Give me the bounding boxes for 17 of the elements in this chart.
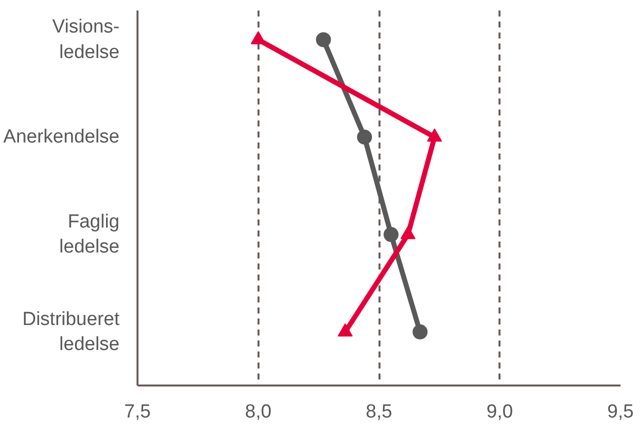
- y-tick-label: Faglig ledelse: [59, 211, 120, 258]
- x-tick-label: 9,0: [486, 402, 513, 422]
- x-tick-label: 7,5: [124, 402, 151, 422]
- point: [400, 226, 416, 240]
- point: [250, 31, 266, 44]
- point: [357, 130, 372, 145]
- x-tick-label: 9,5: [607, 402, 634, 422]
- y-tick-label: Distribueret ledelse: [22, 308, 120, 356]
- y-tick-label: Anerkendelse: [3, 126, 120, 148]
- y-tick-label: Visions- ledelse: [52, 16, 120, 63]
- point: [384, 227, 399, 242]
- x-tick-label: 8,0: [245, 402, 272, 422]
- point: [338, 323, 353, 336]
- point: [316, 32, 331, 48]
- point: [427, 128, 442, 142]
- x-tick-label: 8,5: [366, 402, 392, 422]
- point: [412, 324, 428, 340]
